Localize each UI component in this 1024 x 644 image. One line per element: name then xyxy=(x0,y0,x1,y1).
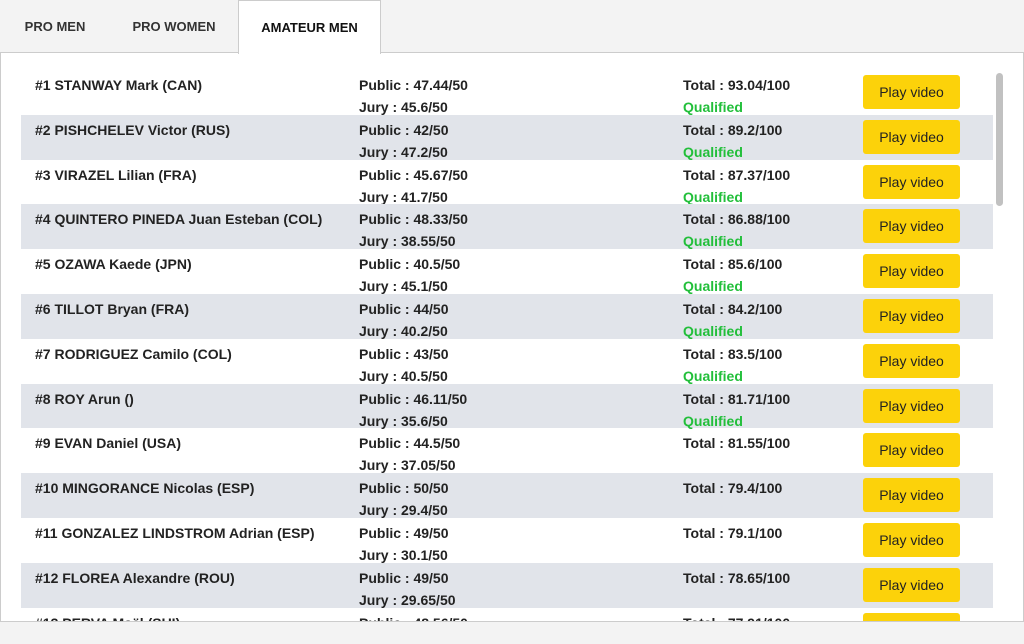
total-score: Total : 79.4/100 xyxy=(683,480,783,497)
result-row: #12 FLOREA Alexandre (ROU) Public : 49/50… xyxy=(21,562,993,608)
jury-score: Jury : 38.55/50 xyxy=(359,233,456,250)
qualified-status: Qualified xyxy=(683,278,743,295)
qualified-status: Qualified xyxy=(683,188,743,205)
tab[interactable]: PRO MEN xyxy=(24,19,86,34)
result-row: #1 STANWAY Mark (CAN) Public : 47.44/50 Ju… xyxy=(21,70,993,115)
jury-score: Jury : 40.2/50 xyxy=(359,322,448,339)
result-row: #6 TILLOT Bryan (FRA) Public : 44/50 Jury … xyxy=(21,293,993,339)
total-score: Total : 81.55/100 xyxy=(683,435,791,452)
qualified-status: Qualified xyxy=(683,412,743,429)
jury-score: Jury : 41.7/50 xyxy=(359,188,448,205)
public-score: Public : 48.33/50 xyxy=(359,211,468,228)
play-video-button[interactable]: Play video xyxy=(863,433,960,468)
public-score: Public : 44/50 xyxy=(359,300,449,317)
result-row: #4 QUINTERO PINEDA Juan Esteban (COL) Pub… xyxy=(21,204,993,249)
athlete-name: #6 TILLOT Bryan (FRA) xyxy=(35,300,190,317)
tab[interactable]: AMATEUR MEN xyxy=(238,0,381,54)
athlete-name: #11 GONZALEZ LINDSTROM Adrian (ESP) xyxy=(35,524,315,541)
qualified-status: Qualified xyxy=(683,143,743,160)
athlete-name: #4 QUINTERO PINEDA Juan Esteban (COL) xyxy=(35,211,323,228)
qualified-status: Qualified xyxy=(683,233,743,250)
total-score: Total : 93.04/100 xyxy=(683,77,791,93)
athlete-name: #12 FLOREA Alexandre (ROU) xyxy=(35,569,235,586)
public-score: Public : 42/50 xyxy=(359,121,449,138)
results-list: #1 STANWAY Mark (CAN) Public : 47.44/50 Ju… xyxy=(21,70,993,621)
qualified-status: Qualified xyxy=(683,367,743,384)
athlete-name: #5 OZAWA Kaede (JPN) xyxy=(35,256,192,273)
play-video-button[interactable]: Play video xyxy=(863,119,960,154)
play-video-button[interactable]: Play video xyxy=(863,209,960,244)
public-score: Public : 43/50 xyxy=(359,345,449,362)
play-video-button[interactable]: Play video xyxy=(863,612,960,621)
result-row: #7 RODRIGUEZ Camilo (COL) Public : 43/50 J… xyxy=(21,339,993,384)
total-score: Total : 87.37/100 xyxy=(683,166,791,183)
result-row: #9 EVAN Daniel (USA) Public : 44.5/50 Jury… xyxy=(21,428,993,473)
play-video-button[interactable]: Play video xyxy=(863,343,960,378)
total-score: Total : 81.71/100 xyxy=(683,390,791,407)
jury-score: Jury : 29.4/50 xyxy=(359,502,448,519)
public-score: Public : 45.67/50 xyxy=(359,166,468,183)
public-score: Public : 47.44/50 xyxy=(359,77,468,93)
athlete-name: #7 RODRIGUEZ Camilo (COL) xyxy=(35,345,232,362)
results-panel: #1 STANWAY Mark (CAN) Public : 47.44/50 Ju… xyxy=(0,52,1024,622)
total-score: Total : 79.1/100 xyxy=(683,524,783,541)
total-score: Total : 83.5/100 xyxy=(683,345,783,362)
total-score: Total : 85.6/100 xyxy=(683,256,783,273)
play-video-button[interactable]: Play video xyxy=(863,522,960,557)
result-row: #11 GONZALEZ LINDSTROM Adrian (ESP) Publi… xyxy=(21,518,993,563)
total-score: Total : 84.2/100 xyxy=(683,300,783,317)
public-score: Public : 40.5/50 xyxy=(359,256,461,273)
jury-score: Jury : 47.2/50 xyxy=(359,143,448,160)
jury-score: Jury : 37.05/50 xyxy=(359,457,456,474)
jury-score: Jury : 40.5/50 xyxy=(359,367,448,384)
athlete-name: #9 EVAN Daniel (USA) xyxy=(35,435,181,452)
jury-score: Jury : 45.1/50 xyxy=(359,278,448,295)
jury-score: Jury : 29.65/50 xyxy=(359,591,456,608)
total-score: Total : 86.88/100 xyxy=(683,211,791,228)
result-row: #5 OZAWA Kaede (JPN) Public : 40.5/50 Jury… xyxy=(21,249,993,294)
athlete-name: #1 STANWAY Mark (CAN) xyxy=(35,77,203,93)
public-score: Public : 46.11/50 xyxy=(359,390,468,407)
public-score: Public : 50/50 xyxy=(359,480,449,497)
result-row: #8 ROY Arun () Public : 46.11/50 Jury : 35… xyxy=(21,383,993,429)
play-video-button[interactable]: Play video xyxy=(863,567,960,602)
public-score: Public : 49/50 xyxy=(359,524,449,541)
athlete-name: #8 ROY Arun () xyxy=(35,390,134,407)
result-row: #2 PISHCHELEV Victor (RUS) Public : 42/50… xyxy=(21,114,993,160)
public-score: Public : 44.5/50 xyxy=(359,435,461,452)
result-row: #10 MINGORANCE Nicolas (ESP) Public : 50/… xyxy=(21,473,993,518)
total-score: Total : 78.65/100 xyxy=(683,569,791,586)
jury-score: Jury : 30.1/50 xyxy=(359,546,448,563)
play-video-button[interactable]: Play video xyxy=(863,75,960,109)
qualified-status: Qualified xyxy=(683,322,743,339)
play-video-button[interactable]: Play video xyxy=(863,388,960,423)
athlete-name: #2 PISHCHELEV Victor (RUS) xyxy=(35,121,231,138)
play-video-button[interactable]: Play video xyxy=(863,298,960,333)
scrollbar-thumb[interactable] xyxy=(996,73,1003,206)
total-score: Total : 89.2/100 xyxy=(683,121,783,138)
athlete-name: #3 VIRAZEL Lilian (FRA) xyxy=(35,166,197,183)
play-video-button[interactable]: Play video xyxy=(863,478,960,513)
tab-bar: PRO MEN PRO WOMEN AMATEUR MEN xyxy=(0,0,1024,54)
qualified-status: Qualified xyxy=(683,99,743,115)
jury-score: Jury : 35.6/50 xyxy=(359,412,448,429)
athlete-name: #13 PERVA Maël (SUI) xyxy=(35,612,333,621)
play-video-button[interactable]: Play video xyxy=(863,164,960,199)
athlete-name: #10 MINGORANCE Nicolas (ESP) xyxy=(35,480,255,497)
tab[interactable]: PRO WOMEN xyxy=(132,19,216,34)
result-row: #3 VIRAZEL Lilian (FRA) Public : 45.67/50… xyxy=(21,160,993,205)
play-video-button[interactable]: Play video xyxy=(863,254,960,289)
jury-score: Jury : 45.6/50 xyxy=(359,99,448,115)
public-score: Public : 49/50 xyxy=(359,569,449,586)
result-row: #13 PERVA Maël (SUI) Public : 48.56/50 Tot… xyxy=(21,608,993,621)
total-score: Total : 77.91/100 xyxy=(683,612,790,621)
public-score: Public : 48.56/50 xyxy=(359,612,468,621)
